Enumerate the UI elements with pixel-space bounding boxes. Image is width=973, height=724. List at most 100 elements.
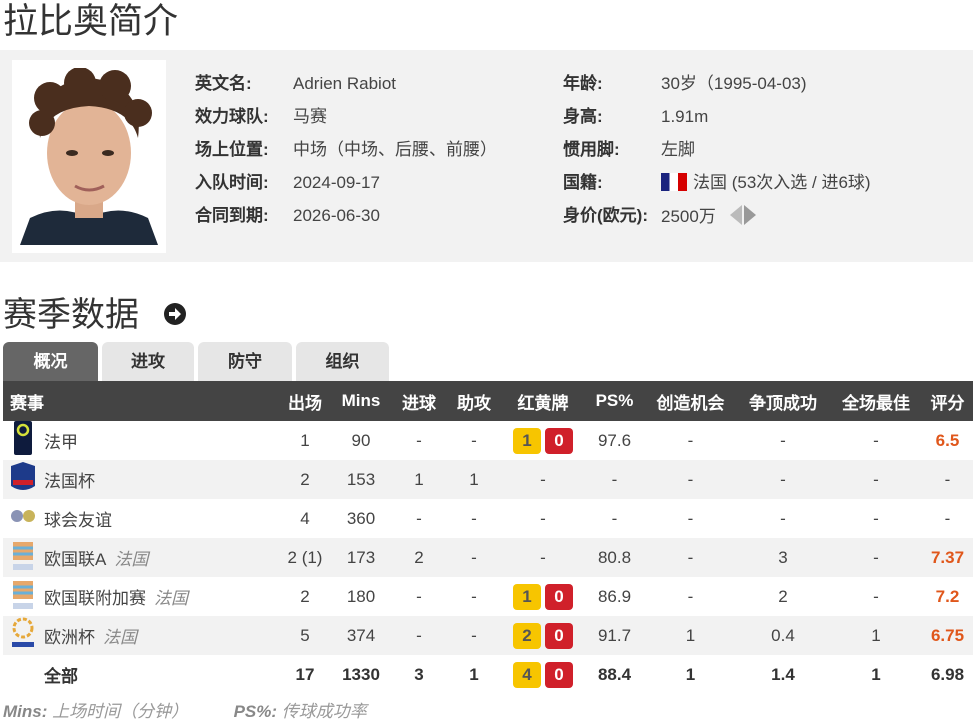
- rating-cell: 7.2: [935, 586, 960, 606]
- legend-ps-key: PS%:: [233, 702, 278, 721]
- tab-organization[interactable]: 组织: [296, 342, 389, 381]
- age-label: 年龄:: [563, 74, 603, 93]
- table-row: 法国杯 2 153 1 1- - - - - -: [3, 460, 973, 499]
- yellow-card-badge: 4: [513, 661, 541, 688]
- apps-cell: 4: [300, 508, 310, 528]
- height-label: 身高:: [563, 107, 603, 126]
- competition-logo-cell: [3, 538, 40, 577]
- english-name-label: 英文名:: [195, 74, 252, 93]
- motm-cell: 1: [830, 616, 922, 655]
- tab-defense[interactable]: 防守: [198, 342, 292, 381]
- competition-name-cell: 欧国联附加赛 法国: [40, 577, 280, 616]
- ligue1-logo-icon: [14, 421, 32, 455]
- table-row: 球会友谊 4 360 - - - - - - - -: [3, 499, 973, 538]
- apps-cell: 1: [300, 430, 310, 450]
- competition-logo-cell: [3, 421, 40, 460]
- aerials-cell: 1.4: [771, 664, 795, 684]
- legend-mins-desc: 上场时间（分钟）: [52, 702, 189, 721]
- aerials-cell: 2: [778, 586, 788, 606]
- total-row: 全部 17 1330 3 1 4 0 88.4 1 1.4 1 6.98: [3, 655, 973, 694]
- cards-cell: -: [502, 538, 584, 577]
- mins-cell: 374: [330, 616, 392, 655]
- nationality-label: 国籍:: [563, 173, 603, 192]
- chances-cell: -: [645, 460, 736, 499]
- team-label: 效力球队:: [195, 107, 269, 126]
- rating-cell: -: [944, 508, 951, 528]
- assists-cell: 1: [446, 460, 502, 499]
- page-title: 拉比奥简介: [3, 2, 179, 41]
- competition-name[interactable]: 法甲: [44, 433, 78, 452]
- competition-name[interactable]: 欧国联A: [44, 550, 107, 569]
- competition-name-cell: 法国杯: [40, 460, 280, 499]
- motm-cell: -: [830, 538, 922, 577]
- market-value-value: 2500万: [661, 207, 716, 226]
- tab-overview[interactable]: 概况: [3, 342, 98, 381]
- value-trend-arrows-icon[interactable]: [729, 205, 756, 225]
- competition-name[interactable]: 球会友谊: [44, 511, 112, 530]
- goals-cell: -: [416, 508, 422, 528]
- assists-cell: -: [446, 538, 502, 577]
- competition-logo-cell: [3, 616, 40, 655]
- col-rating: 评分: [922, 381, 973, 421]
- aerials-cell: -: [736, 460, 830, 499]
- tab-attack[interactable]: 进攻: [102, 342, 194, 381]
- ps-cell: -: [584, 460, 645, 499]
- competition-name-cell: 球会友谊: [40, 499, 280, 538]
- assists-cell: -: [446, 616, 502, 655]
- nations-league-logo-icon: [13, 581, 33, 609]
- player-info-panel: 英文名: Adrien Rabiot 效力球队: 马赛 场上位置: 中场（中场、…: [0, 50, 973, 262]
- team-name[interactable]: 法国: [103, 628, 137, 647]
- goals-cell: -: [392, 616, 446, 655]
- red-card-badge: 0: [545, 661, 573, 688]
- table-row: 欧国联附加赛 法国 2 180 - - 1 0 86.9 - 2 - 7.2: [3, 577, 973, 616]
- competition-logo-cell: [3, 499, 40, 538]
- apps-cell: 17: [295, 664, 315, 684]
- red-card-badge: 0: [545, 427, 573, 454]
- chances-cell: -: [687, 508, 694, 528]
- aerials-cell: -: [780, 430, 786, 450]
- col-assists: 助攻: [446, 381, 502, 421]
- mins-cell: 153: [330, 460, 392, 499]
- col-cards: 红黄牌: [502, 381, 584, 421]
- red-card-badge: 0: [545, 583, 573, 610]
- ps-cell: 80.8: [584, 538, 645, 577]
- rating-cell: 7.37: [922, 538, 973, 577]
- join-date-value: 2024-09-17: [293, 173, 380, 192]
- col-aerials: 争顶成功: [736, 381, 830, 421]
- foot-value: 左脚: [661, 140, 695, 159]
- motm-cell: -: [873, 430, 879, 450]
- arrow-circle-right-icon[interactable]: [164, 303, 186, 325]
- motm-cell: -: [873, 508, 879, 528]
- red-card-badge: 0: [545, 622, 573, 649]
- apps-cell: 2 (1): [280, 538, 330, 577]
- legend-mins-key: Mins:: [3, 702, 48, 721]
- mins-cell: 180: [346, 586, 376, 606]
- season-stats-table: 赛事 出场 Mins 进球 助攻 红黄牌 PS% 创造机会 争顶成功 全场最佳 …: [3, 381, 973, 694]
- join-date-label: 入队时间:: [195, 173, 269, 192]
- assists-cell: -: [471, 508, 477, 528]
- competition-name[interactable]: 全部: [44, 667, 78, 686]
- ps-cell: -: [611, 508, 618, 528]
- france-flag-icon: [661, 173, 687, 191]
- goals-cell: 2: [392, 538, 446, 577]
- team-value[interactable]: 马赛: [293, 107, 327, 126]
- chances-cell: 1: [685, 664, 696, 684]
- team-name[interactable]: 法国: [114, 550, 149, 569]
- col-goals: 进球: [392, 381, 446, 421]
- mins-cell: 173: [330, 538, 392, 577]
- aerials-cell: 0.4: [736, 616, 830, 655]
- competition-logo-cell: [3, 655, 40, 694]
- competition-name[interactable]: 欧国联附加赛: [44, 589, 146, 608]
- team-name[interactable]: 法国: [154, 589, 188, 608]
- contract-label: 合同到期:: [195, 206, 269, 225]
- nationality-value: 法国 (53次入选 / 进6球): [693, 173, 871, 192]
- competition-name[interactable]: 法国杯: [44, 472, 95, 491]
- euro-logo-icon: [12, 617, 34, 647]
- foot-label: 惯用脚:: [563, 140, 620, 159]
- competition-name[interactable]: 欧洲杯: [44, 628, 95, 647]
- goals-cell: 3: [414, 664, 424, 684]
- yellow-card-badge: 1: [513, 427, 541, 454]
